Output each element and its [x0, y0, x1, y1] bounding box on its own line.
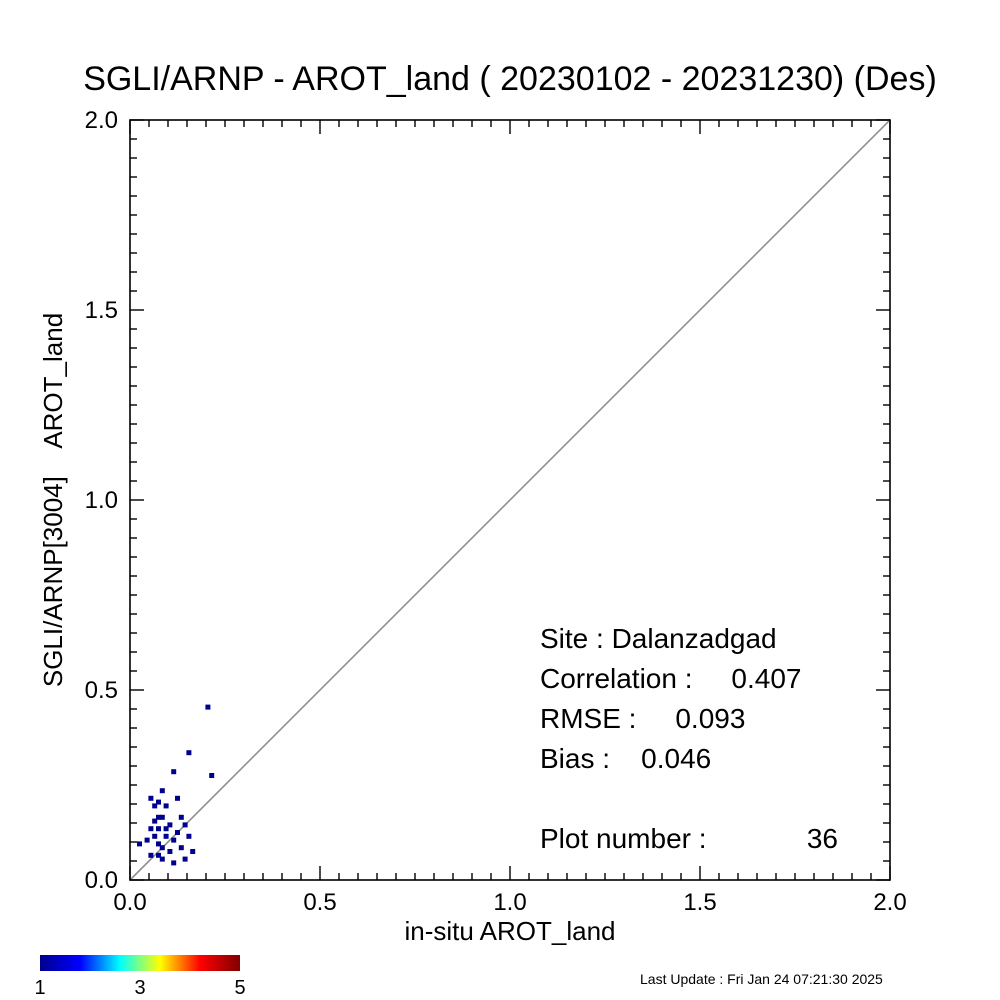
y-axis-label: SGLI/ARNP[3004] AROT_land: [38, 313, 68, 687]
x-tick-label: 0.0: [113, 889, 146, 916]
x-tick-label: 1.5: [683, 889, 716, 916]
y-tick-label: 1.0: [85, 487, 118, 514]
tick-labels: 0.0 0.5 1.0 1.5 2.0 0.0 0.5 1.0 1.5 2.0: [85, 107, 907, 916]
data-point: [159, 845, 165, 851]
data-point: [152, 818, 158, 824]
data-point: [163, 833, 169, 839]
correlation-annotation: Correlation : 0.407: [540, 663, 801, 694]
data-points: [137, 704, 215, 866]
y-tick-label: 1.5: [85, 297, 118, 324]
data-point: [205, 704, 211, 710]
data-point: [156, 826, 161, 832]
data-point: [175, 795, 180, 801]
data-point: [156, 799, 161, 805]
colorbar-mid-label: 3: [134, 977, 145, 999]
data-point: [156, 841, 161, 847]
colorbar: [40, 955, 240, 971]
x-tick-label: 0.5: [303, 889, 336, 916]
x-axis-label: in-situ AROT_land: [405, 916, 616, 946]
data-point: [186, 833, 192, 839]
data-point: [152, 803, 158, 809]
data-point: [159, 814, 165, 820]
data-point: [209, 773, 215, 778]
data-point: [148, 795, 154, 801]
plot-number-value: 36: [807, 823, 838, 854]
data-point: [190, 849, 196, 854]
data-point: [137, 841, 142, 847]
y-tick-label: 2.0: [85, 107, 118, 134]
data-point: [159, 856, 165, 862]
chart-title: SGLI/ARNP - AROT_land ( 20230102 - 20231…: [83, 60, 937, 98]
data-point: [144, 837, 150, 843]
axis-ticks: [129, 119, 891, 881]
x-tick-label: 1.0: [493, 889, 526, 916]
data-point: [167, 849, 173, 854]
data-point: [186, 750, 192, 756]
data-point: [178, 814, 184, 820]
colorbar-min-label: 1: [34, 977, 45, 999]
data-point: [175, 830, 180, 835]
bias-annotation: Bias : 0.046: [540, 743, 711, 774]
data-point: [182, 856, 188, 862]
site-annotation: Site : Dalanzadgad: [540, 623, 777, 654]
data-point: [163, 803, 169, 809]
data-point: [178, 845, 184, 851]
last-update-text: Last Update : Fri Jan 24 07:21:30 2025: [640, 971, 883, 987]
plot-frame: [129, 119, 891, 881]
data-point: [152, 833, 158, 839]
y-tick-label: 0.5: [85, 677, 118, 704]
data-point: [171, 860, 177, 866]
plot-number-annotation: Plot number :: [540, 823, 707, 854]
data-point: [171, 769, 177, 775]
data-point: [159, 788, 165, 794]
data-point: [156, 852, 161, 858]
x-tick-label: 2.0: [873, 889, 906, 916]
y-tick-label: 0.0: [85, 867, 118, 894]
data-point: [167, 822, 173, 828]
rmse-annotation: RMSE : 0.093: [540, 703, 745, 734]
data-point: [163, 826, 169, 832]
data-point: [156, 814, 161, 820]
data-point: [182, 822, 188, 828]
one-to-one-line: [129, 119, 891, 881]
data-point: [148, 852, 154, 858]
colorbar-max-label: 5: [234, 977, 245, 999]
data-point: [148, 826, 154, 832]
data-point: [171, 837, 177, 843]
